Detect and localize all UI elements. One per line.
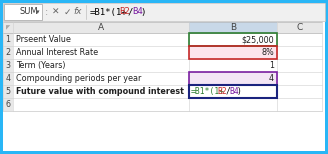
Text: ): )	[140, 8, 146, 16]
Text: B4: B4	[132, 8, 143, 16]
Text: ◤: ◤	[6, 25, 10, 30]
Text: 4: 4	[6, 74, 10, 83]
Text: Future value with compound interest: Future value with compound interest	[16, 87, 184, 96]
Text: 1: 1	[6, 35, 10, 44]
Text: 3: 3	[6, 61, 10, 70]
Text: Annual Interest Rate: Annual Interest Rate	[16, 48, 98, 57]
Text: :: :	[44, 7, 48, 17]
Text: =B1*(1+: =B1*(1+	[90, 8, 128, 16]
Text: C: C	[297, 23, 303, 32]
Text: 1: 1	[269, 61, 274, 70]
Text: ✕: ✕	[52, 8, 60, 16]
Text: Term (Years): Term (Years)	[16, 61, 66, 70]
Text: SUM: SUM	[20, 8, 39, 16]
Text: 5: 5	[6, 87, 10, 96]
Bar	[189, 22, 277, 33]
Bar	[189, 85, 277, 98]
Text: fx: fx	[74, 8, 82, 16]
Text: =B1*(1+: =B1*(1+	[191, 87, 225, 96]
Bar	[4, 4, 42, 20]
Bar	[3, 22, 322, 33]
Text: ): )	[236, 87, 241, 96]
Bar	[189, 33, 277, 46]
Text: B4: B4	[229, 87, 239, 96]
Text: Compounding periods per year: Compounding periods per year	[16, 74, 141, 83]
Bar	[189, 46, 277, 59]
Text: B2: B2	[217, 87, 227, 96]
Text: B: B	[230, 23, 236, 32]
Text: /: /	[128, 8, 133, 16]
Bar	[189, 46, 277, 59]
Bar	[189, 72, 277, 85]
Text: 6: 6	[6, 100, 10, 109]
Text: 4: 4	[269, 74, 274, 83]
Bar	[189, 72, 277, 85]
Text: Prseent Value: Prseent Value	[16, 35, 71, 44]
Text: ▾: ▾	[36, 9, 40, 15]
Text: $25,000: $25,000	[241, 35, 274, 44]
Text: /: /	[225, 87, 230, 96]
Text: 8%: 8%	[261, 48, 274, 57]
Bar	[3, 33, 13, 111]
Bar	[3, 22, 13, 33]
Text: B2: B2	[119, 8, 130, 16]
Text: 2: 2	[6, 48, 10, 57]
Text: ✓: ✓	[63, 8, 71, 16]
Text: A: A	[98, 23, 104, 32]
Bar	[3, 3, 325, 21]
